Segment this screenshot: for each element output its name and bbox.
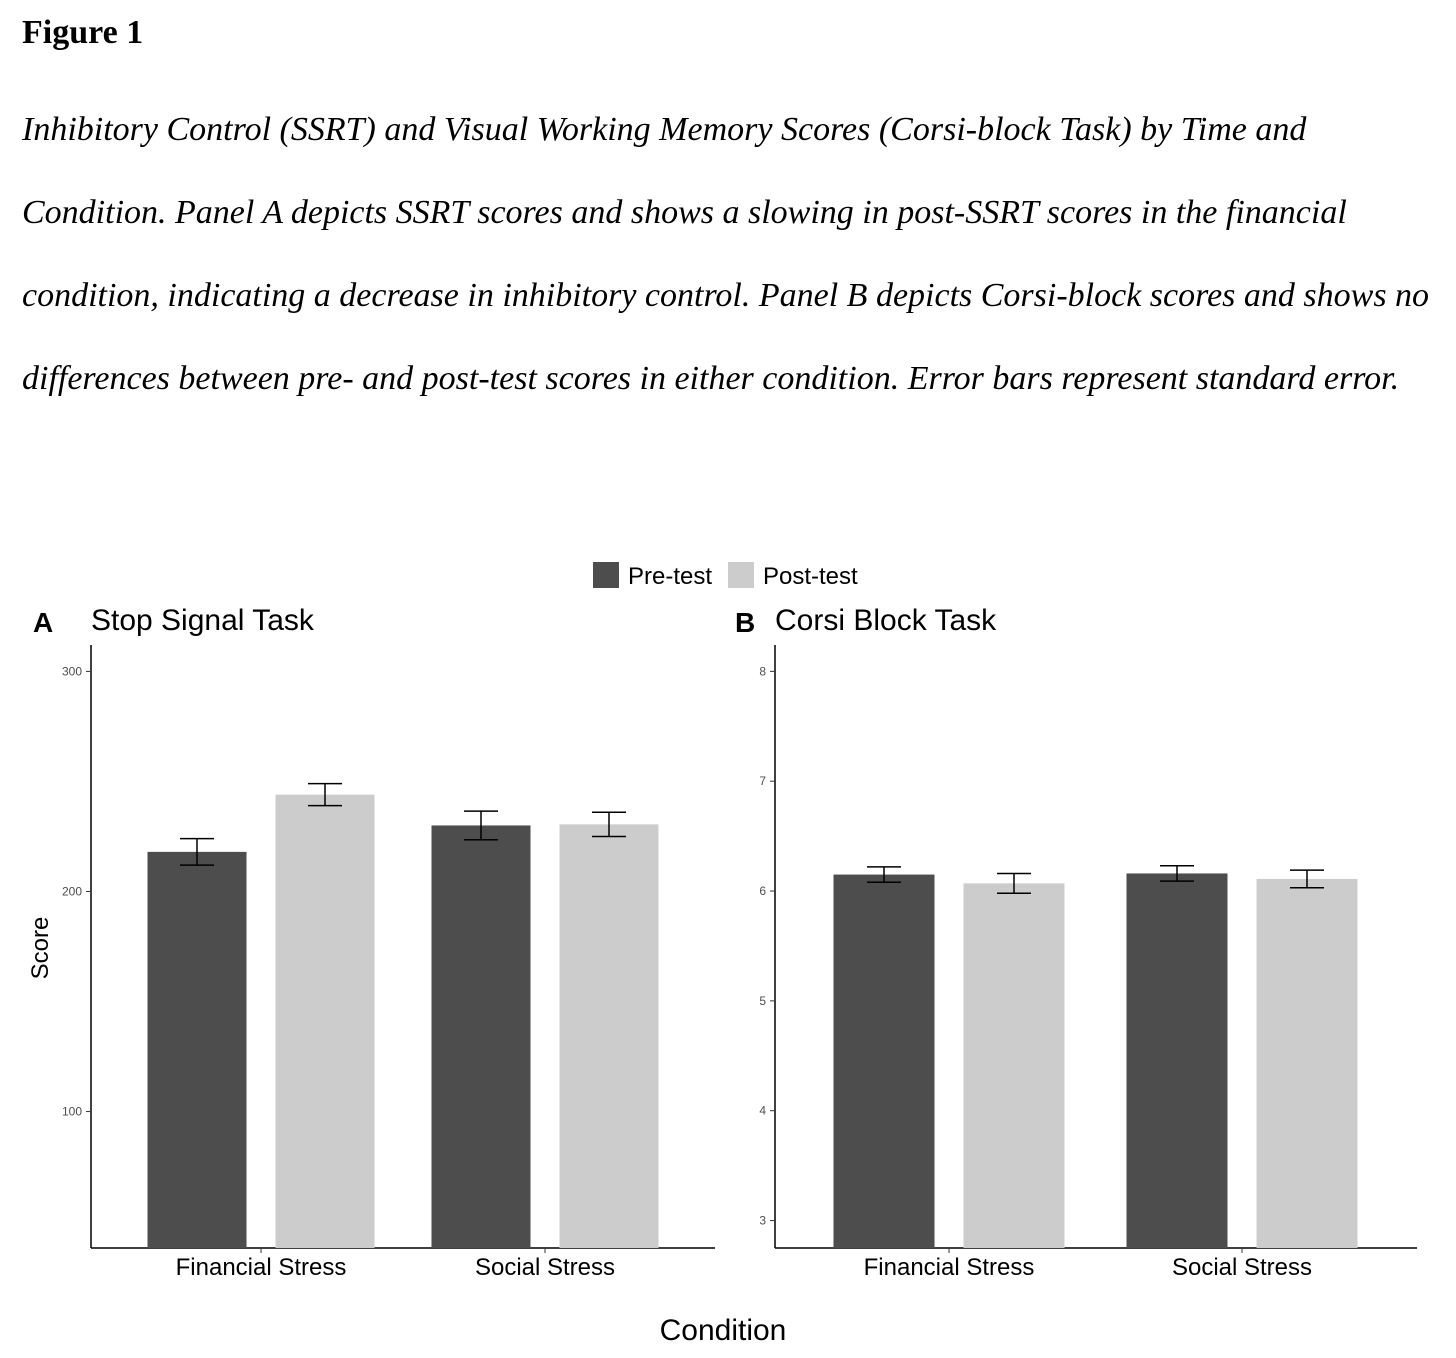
- y-tick-label: 7: [759, 774, 766, 788]
- y-tick-label: 3: [759, 1214, 766, 1228]
- panel-b-title: Corsi Block Task: [775, 604, 997, 637]
- bar-pre-test-social-stress: [1126, 873, 1228, 1248]
- figure-caption: Inhibitory Control (SSRT) and Visual Wor…: [22, 111, 1430, 397]
- panel-b-letter: B: [735, 607, 755, 638]
- legend-label-pre-test: Pre-test: [628, 563, 712, 590]
- y-tick-label: 4: [759, 1104, 766, 1118]
- y-tick-label: 300: [62, 664, 82, 678]
- y-tick-label: 5: [759, 994, 766, 1008]
- y-axis-title: Score: [27, 917, 54, 980]
- y-tick-label: 200: [62, 884, 82, 898]
- y-tick-label: 8: [759, 664, 766, 678]
- legend-swatch-pre-test: [593, 562, 619, 588]
- bar-pre-test-social-stress: [431, 825, 531, 1248]
- panel-b-corsi-block-task: 3 4 5 6 7 8 Financial Stress Social Stress: [759, 645, 1417, 1281]
- panel-a-stop-signal-task: 100 200 300 Financial Stress Social Stress: [62, 645, 715, 1281]
- x-axis-title: Condition: [660, 1314, 787, 1347]
- bar-post-test-social-stress: [1256, 878, 1358, 1248]
- bar-post-test-financial-stress: [275, 794, 375, 1248]
- y-tick-label: 6: [759, 884, 766, 898]
- panel-a-title: Stop Signal Task: [91, 604, 315, 637]
- legend-swatch-post-test: [728, 562, 754, 588]
- y-tick-label: 100: [62, 1105, 82, 1119]
- bar-pre-test-financial-stress: [147, 851, 247, 1248]
- bar-pre-test-financial-stress: [833, 874, 935, 1248]
- x-tick-label-social-stress: Social Stress: [475, 1254, 615, 1281]
- x-tick-label-social-stress: Social Stress: [1172, 1254, 1312, 1281]
- x-tick-label-financial-stress: Financial Stress: [176, 1254, 347, 1281]
- legend-label-post-test: Post-test: [763, 563, 858, 590]
- bar-post-test-social-stress: [559, 824, 659, 1248]
- x-tick-label-financial-stress: Financial Stress: [864, 1254, 1035, 1281]
- figure-label: Figure 1: [22, 14, 144, 51]
- bar-post-test-financial-stress: [963, 883, 1065, 1248]
- legend: Pre-test Post-test: [593, 562, 858, 590]
- panel-a-letter: A: [33, 607, 53, 638]
